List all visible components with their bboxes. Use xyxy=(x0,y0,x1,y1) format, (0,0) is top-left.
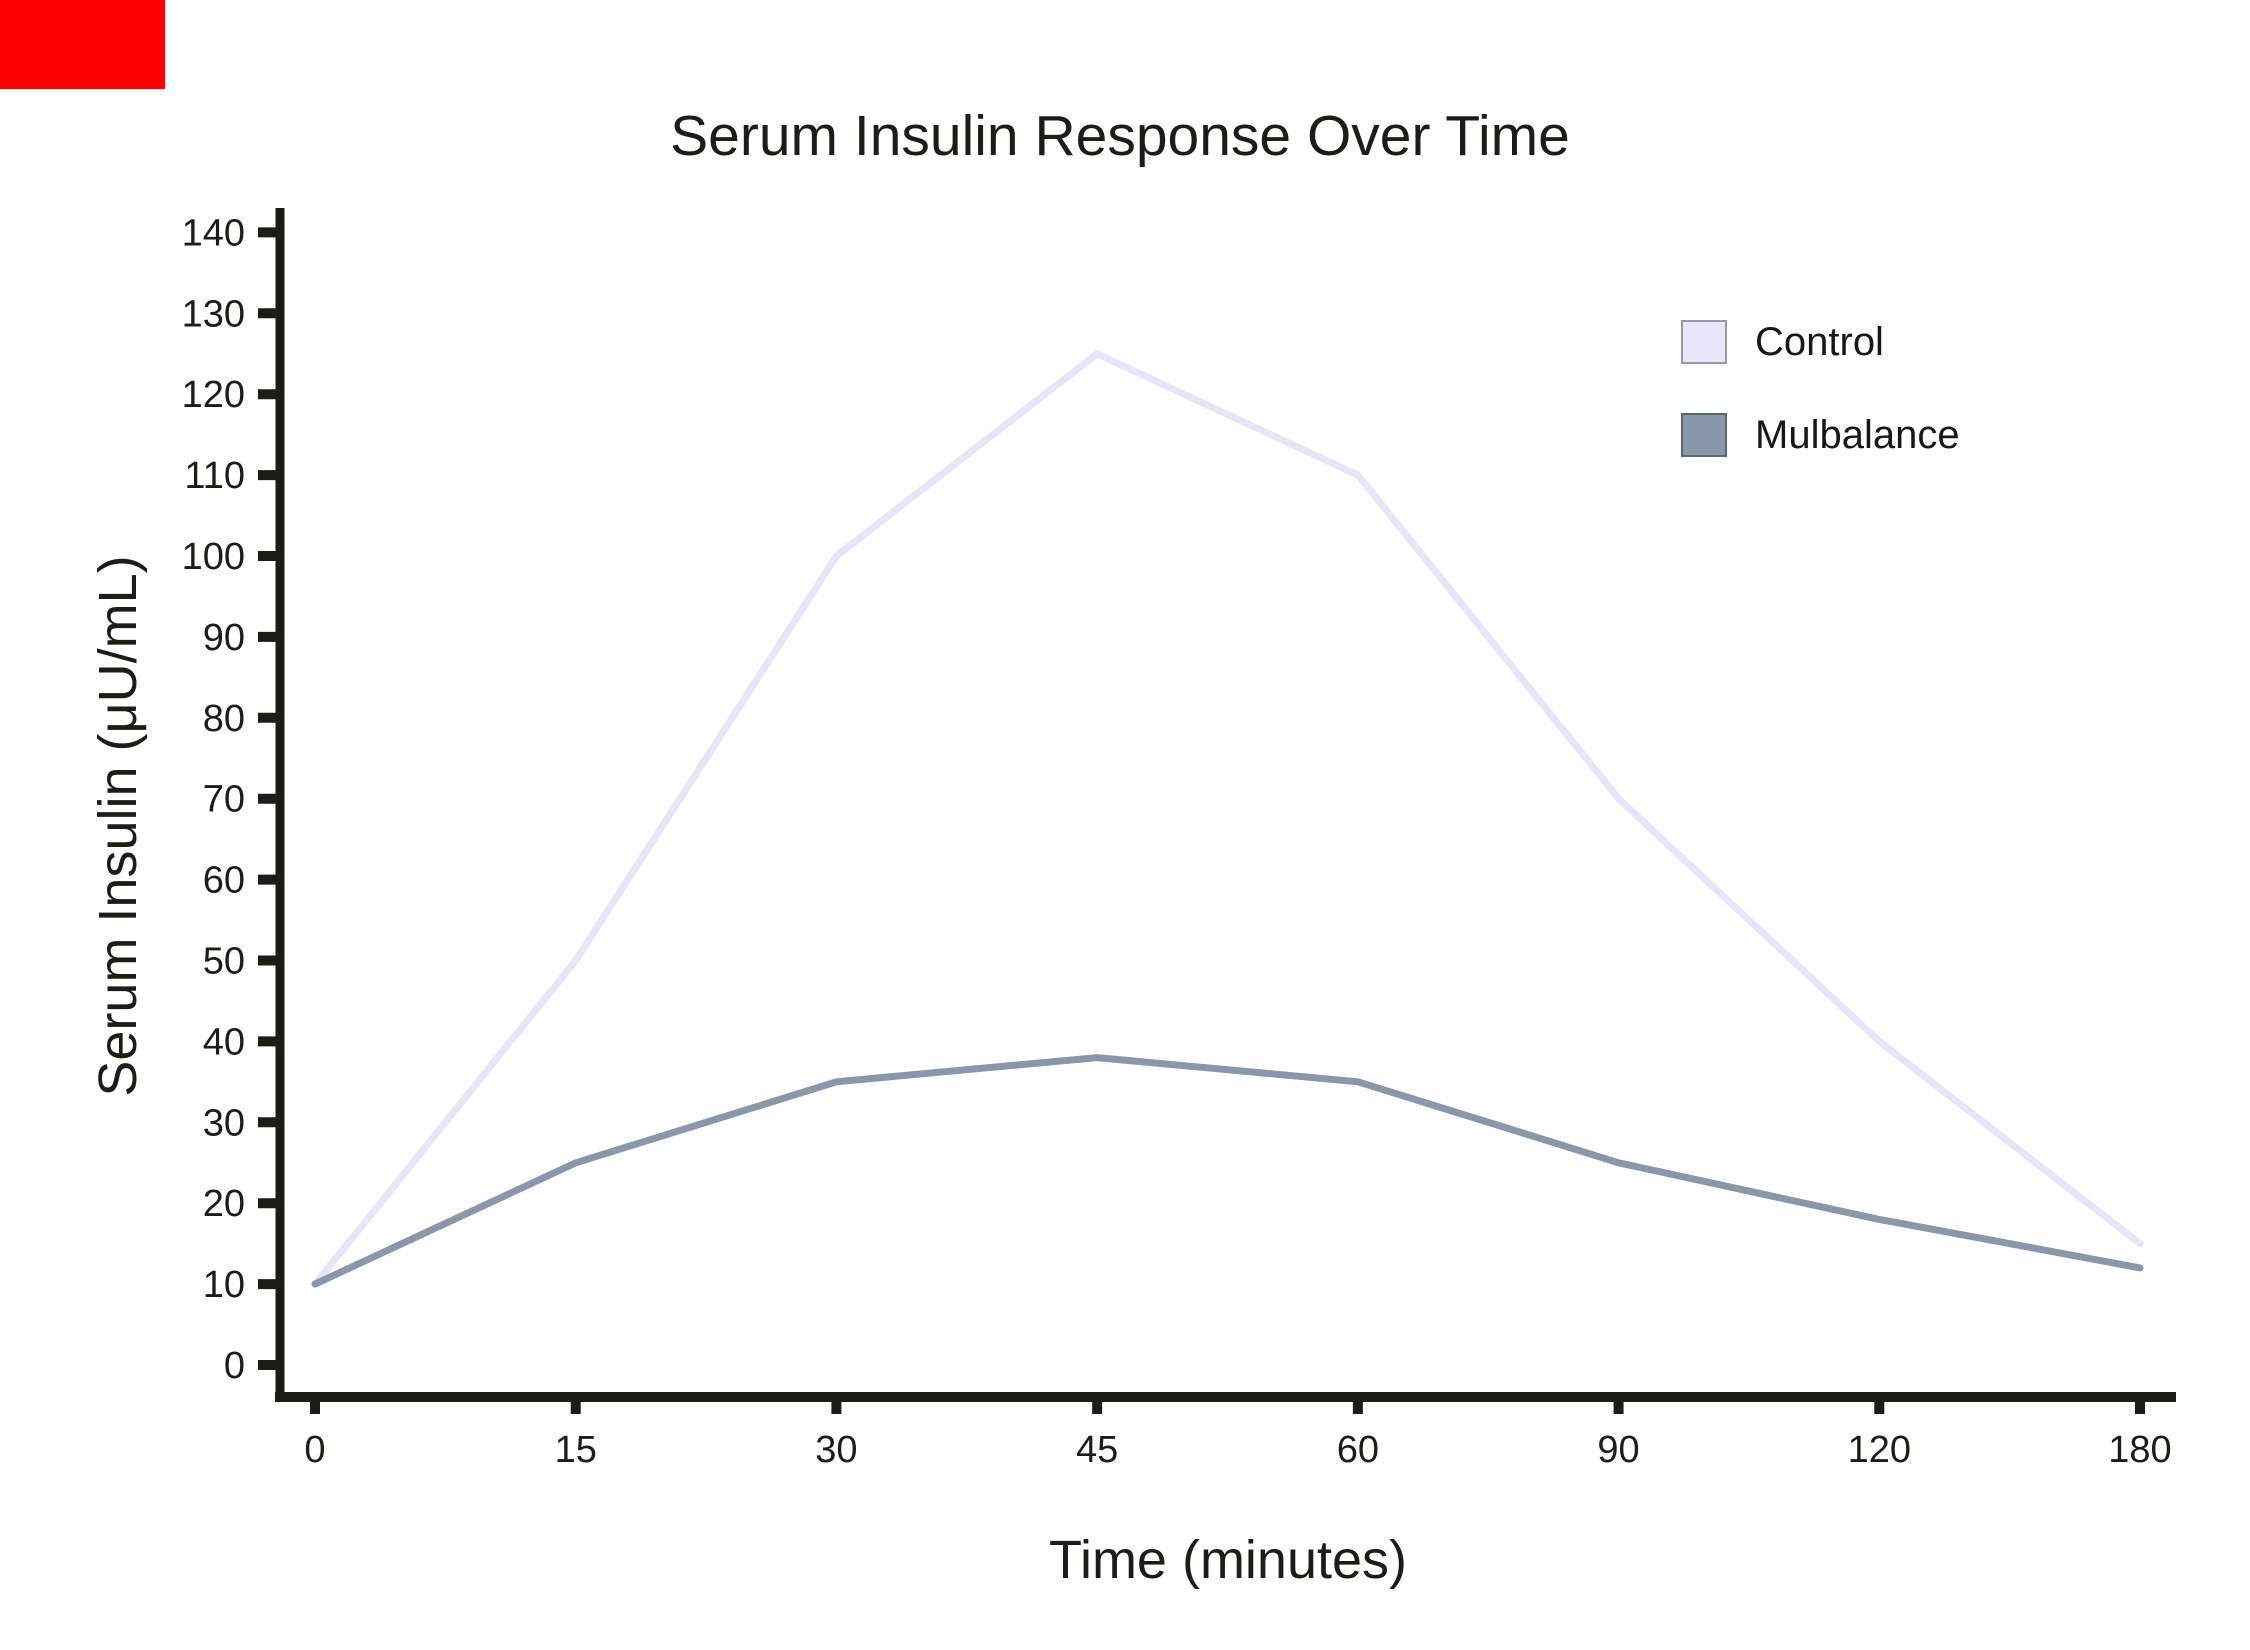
y-tick-label: 70 xyxy=(203,779,245,821)
y-tick-label: 60 xyxy=(203,860,245,902)
red-rectangle-artifact xyxy=(0,0,165,89)
x-tick-label: 60 xyxy=(1337,1429,1379,1471)
legend: Control Mulbalance xyxy=(1681,320,1960,506)
y-tick-label: 140 xyxy=(182,212,245,254)
y-tick-label: 0 xyxy=(224,1345,245,1387)
series-line-mulbalance xyxy=(311,1054,2144,1288)
legend-item-mulbalance: Mulbalance xyxy=(1681,413,1960,457)
x-tick-label: 45 xyxy=(1076,1429,1118,1471)
legend-item-control: Control xyxy=(1681,320,1960,364)
x-tick-label: 15 xyxy=(555,1429,597,1471)
x-axis-title: Time (minutes) xyxy=(1049,1530,1407,1590)
y-tick-label: 30 xyxy=(203,1102,245,1144)
y-tick-label: 100 xyxy=(182,536,245,578)
y-tick-label: 10 xyxy=(203,1264,245,1306)
x-tick-label: 0 xyxy=(304,1429,325,1471)
legend-label-mulbalance: Mulbalance xyxy=(1755,413,1960,457)
y-tick-label: 50 xyxy=(203,941,245,983)
x-tick-label: 180 xyxy=(2108,1429,2171,1471)
series-line-control xyxy=(311,350,2144,1288)
x-tick-label: 90 xyxy=(1597,1429,1639,1471)
chart-title: Serum Insulin Response Over Time xyxy=(670,104,1570,168)
series-lines xyxy=(311,350,2144,1288)
y-tick-label: 20 xyxy=(203,1183,245,1225)
x-tick-label: 30 xyxy=(815,1429,857,1471)
y-tick-label: 40 xyxy=(203,1021,245,1063)
y-tick-label: 110 xyxy=(184,455,245,497)
y-tick-label: 80 xyxy=(203,698,245,740)
y-tick-label: 90 xyxy=(203,617,245,659)
legend-swatch-control xyxy=(1681,320,1727,364)
legend-swatch-mulbalance xyxy=(1681,413,1727,457)
x-tick-label: 120 xyxy=(1848,1429,1911,1471)
x-axis-ticks: 0 15 30 45 60 90 120 180 xyxy=(304,1397,2172,1471)
y-tick-label: 120 xyxy=(182,374,245,416)
y-tick-label: 130 xyxy=(182,293,245,335)
y-axis-ticks: 0 10 20 30 40 50 60 70 80 90 100 110 120 130 140 xyxy=(182,212,280,1387)
legend-label-control: Control xyxy=(1755,320,1884,364)
y-axis-title: Serum Insulin (μU/mL) xyxy=(88,555,148,1096)
